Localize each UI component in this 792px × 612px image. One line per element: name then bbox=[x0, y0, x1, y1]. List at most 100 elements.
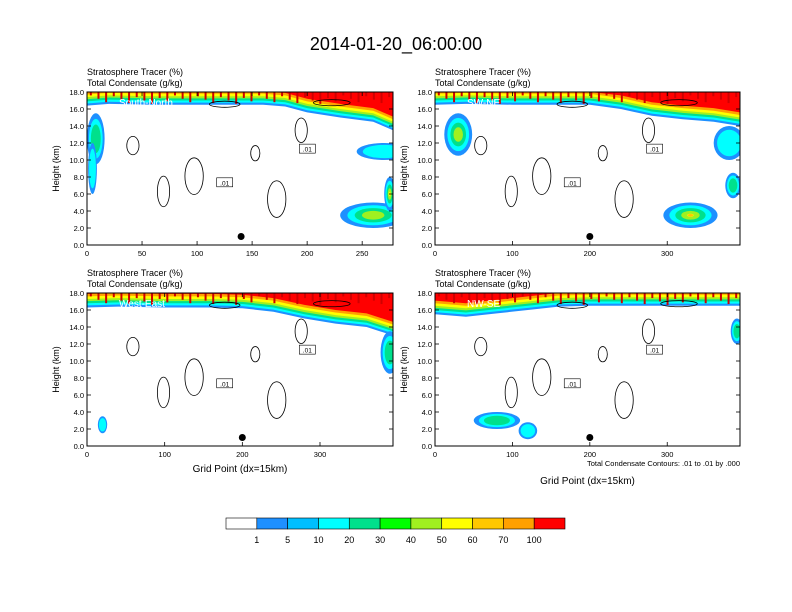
plot-frame bbox=[434, 292, 741, 447]
colorbar-box bbox=[287, 517, 319, 530]
contour-label-box bbox=[216, 378, 233, 389]
tracer-streak bbox=[311, 92, 314, 101]
tracer-streak bbox=[212, 293, 215, 305]
tracer-streak bbox=[204, 293, 207, 301]
tracer-band bbox=[435, 293, 740, 304]
tracer-streak bbox=[666, 293, 669, 305]
y-tick-label: 2.0 bbox=[74, 224, 84, 233]
panel-label: NW-SE bbox=[467, 299, 500, 310]
tracer-streak bbox=[334, 92, 337, 102]
tracer-streak bbox=[273, 92, 276, 103]
tracer-streak bbox=[166, 293, 169, 303]
plot-area: .01 .01 bbox=[87, 92, 393, 245]
condensate-contour bbox=[208, 301, 241, 309]
tracer-streak bbox=[128, 293, 131, 305]
y-tick-label: 0.0 bbox=[422, 241, 432, 250]
colorbar-label: 20 bbox=[344, 535, 354, 545]
location-marker bbox=[586, 233, 594, 240]
y-tick-label: 18.0 bbox=[417, 88, 432, 97]
tracer-streak bbox=[242, 293, 245, 299]
tracer-streak bbox=[181, 92, 184, 99]
condensate-contour bbox=[267, 381, 287, 419]
condensate-contour bbox=[294, 117, 308, 143]
tracer-streak bbox=[158, 92, 161, 98]
tracer-streak bbox=[105, 293, 108, 304]
tracer-streak bbox=[196, 293, 199, 298]
tracer-streak bbox=[334, 293, 337, 303]
tracer-blob bbox=[733, 324, 740, 339]
tracer-streak bbox=[712, 92, 715, 97]
condensate-contour bbox=[184, 157, 204, 195]
tracer-streak bbox=[189, 92, 192, 103]
tracer-streak bbox=[326, 92, 329, 98]
y-axis-label: Height (km) bbox=[51, 145, 61, 192]
tracer-streak bbox=[265, 92, 268, 99]
contour-label-box bbox=[563, 177, 581, 188]
tracer-streak bbox=[643, 92, 646, 104]
tracer-streak bbox=[552, 293, 555, 301]
tracer-streak bbox=[372, 92, 375, 100]
x-tick-label: 0 bbox=[433, 249, 437, 258]
contour-label: .01 bbox=[650, 348, 659, 355]
x-tick-label: 200 bbox=[301, 249, 314, 258]
panel-header-condensate: Total Condensate (g/kg) bbox=[87, 78, 183, 88]
tracer-streak bbox=[544, 293, 547, 298]
y-tick-label: 12.0 bbox=[69, 340, 84, 349]
tracer-streak bbox=[143, 92, 146, 101]
x-tick-label: 250 bbox=[356, 249, 369, 258]
tracer-streak bbox=[597, 293, 600, 303]
tracer-blob bbox=[520, 424, 536, 438]
tracer-streak bbox=[529, 92, 532, 99]
contour-label: .01 bbox=[568, 180, 577, 187]
panel-header-condensate: Total Condensate (g/kg) bbox=[435, 78, 531, 88]
tracer-streak bbox=[544, 92, 547, 97]
y-tick-label: 10.0 bbox=[417, 156, 432, 165]
tracer-streak bbox=[613, 293, 616, 300]
contour-label-box bbox=[299, 344, 316, 355]
y-tick-label: 10.0 bbox=[417, 357, 432, 366]
x-tick-label: 200 bbox=[584, 450, 597, 459]
tracer-streak bbox=[135, 293, 138, 299]
figure-title: 2014-01-20_06:00:00 bbox=[310, 34, 482, 55]
plot-area: .01 .01 bbox=[87, 293, 393, 446]
y-tick-label: 0.0 bbox=[422, 442, 432, 451]
y-axis-label: Height (km) bbox=[399, 145, 409, 192]
colorbar-label: 50 bbox=[437, 535, 447, 545]
tracer-streak bbox=[204, 92, 207, 100]
colorbar-label: 10 bbox=[313, 535, 323, 545]
y-tick-label: 2.0 bbox=[422, 425, 432, 434]
tracer-streak bbox=[636, 92, 639, 100]
condensate-contour bbox=[556, 100, 588, 108]
condensate-contour bbox=[250, 346, 261, 363]
tracer-blob bbox=[362, 144, 393, 159]
tracer-streak bbox=[304, 293, 307, 299]
condensate-contour bbox=[504, 175, 518, 208]
tracer-streak bbox=[437, 92, 440, 96]
tracer-streak bbox=[605, 92, 608, 96]
tracer-band bbox=[435, 92, 740, 113]
y-tick-label: 6.0 bbox=[422, 391, 432, 400]
condensate-contour bbox=[126, 135, 140, 156]
tracer-streak bbox=[697, 92, 700, 99]
tracer-streak bbox=[365, 92, 368, 97]
condensate-contour bbox=[504, 376, 518, 409]
tracer-streak bbox=[559, 92, 562, 104]
panel-header-condensate: Total Condensate (g/kg) bbox=[87, 279, 183, 289]
y-tick-label: 12.0 bbox=[417, 340, 432, 349]
tracer-blob bbox=[89, 148, 96, 189]
tracer-streak bbox=[445, 92, 448, 99]
tracer-streak bbox=[372, 293, 375, 301]
colorbar-box bbox=[256, 517, 288, 530]
tracer-streak bbox=[304, 92, 307, 98]
panel-2: .01 .01 SW-NE Stratosphere Tracer (%)Total … bbox=[399, 67, 741, 258]
y-tick-label: 4.0 bbox=[422, 408, 432, 417]
condensate-contour bbox=[156, 175, 171, 208]
condensate-contour bbox=[614, 381, 634, 419]
y-axis-label: Height (km) bbox=[399, 346, 409, 393]
tracer-streak bbox=[491, 293, 494, 302]
y-tick-label: 0.0 bbox=[74, 241, 84, 250]
y-tick-label: 12.0 bbox=[417, 139, 432, 148]
colorbar-label: 1 bbox=[254, 535, 259, 545]
tracer-blob bbox=[483, 415, 510, 426]
colorbar-label: 30 bbox=[375, 535, 385, 545]
